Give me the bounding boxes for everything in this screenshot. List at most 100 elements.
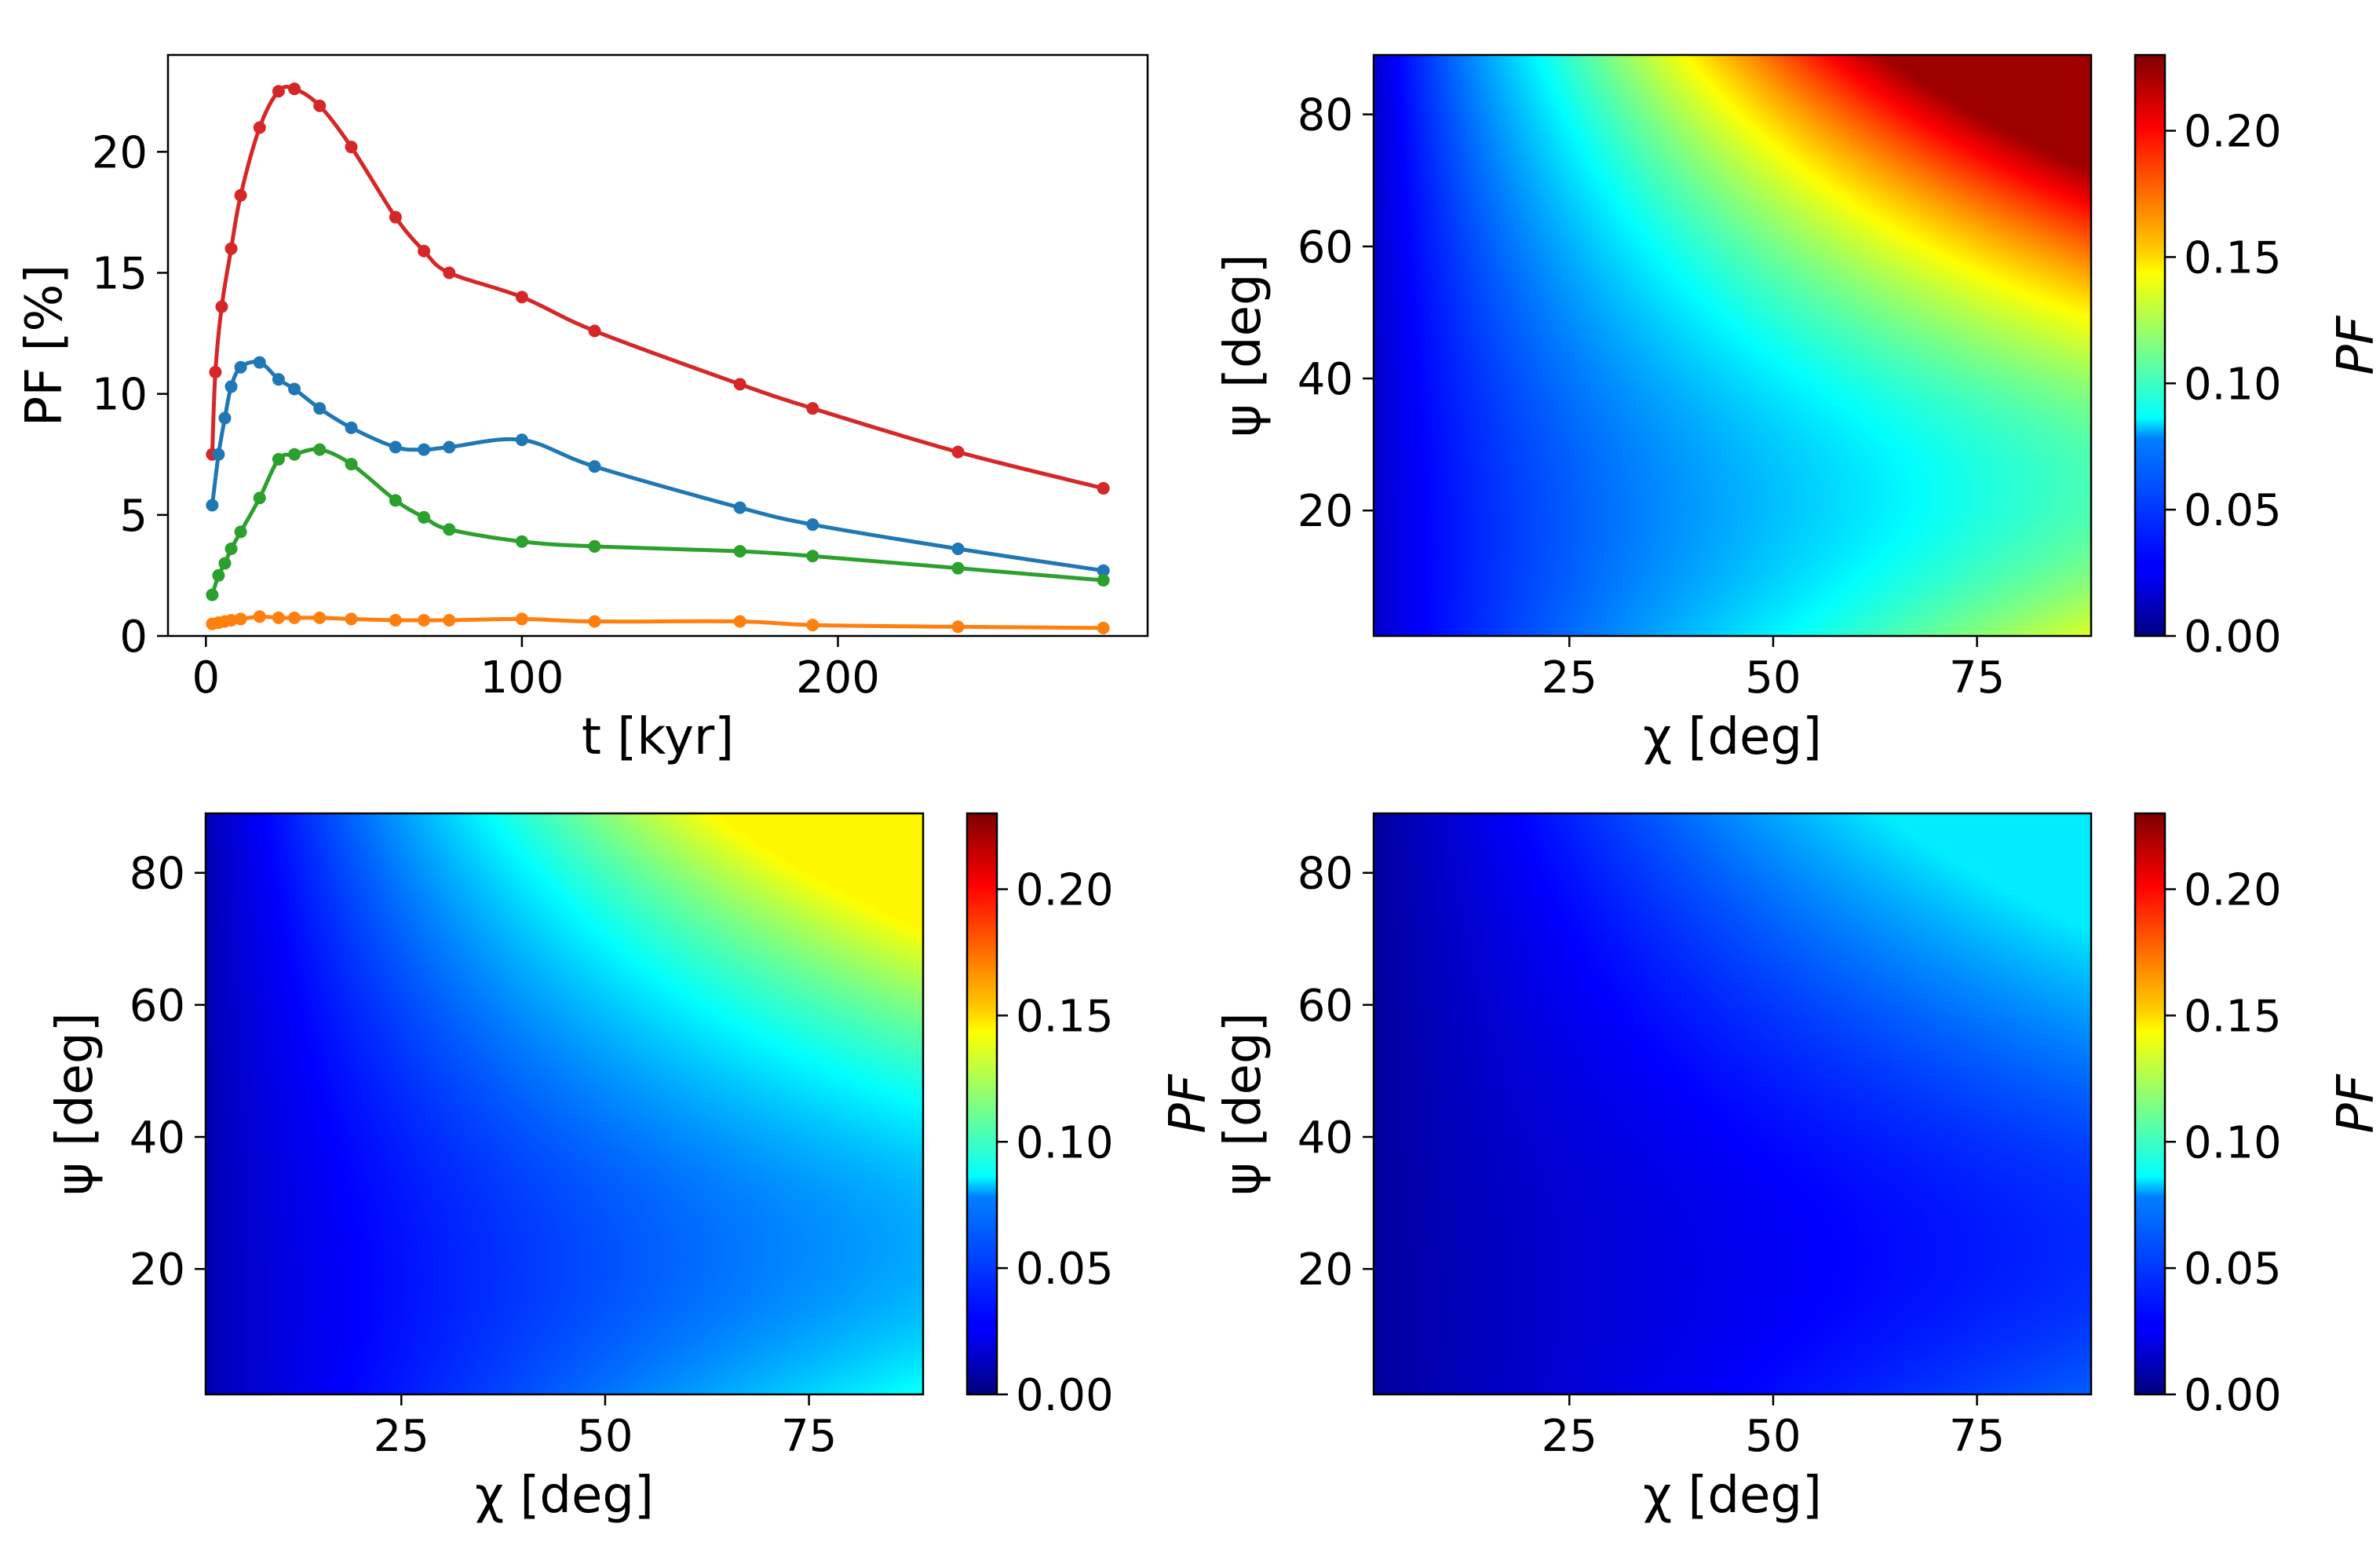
data-point	[272, 611, 285, 624]
y-tick-label: 60	[130, 981, 185, 1032]
y-tick-label: 40	[1298, 1113, 1353, 1164]
series-blue	[206, 356, 1110, 577]
data-point	[313, 402, 327, 415]
y-tick-label: 80	[1298, 849, 1353, 900]
series-red	[206, 82, 1110, 495]
colorbar-tick-label: 0.05	[2184, 485, 2282, 536]
data-point	[313, 99, 327, 112]
y-axis-label: ψ [deg]	[1214, 1012, 1272, 1195]
data-point	[443, 613, 456, 627]
data-point	[272, 373, 285, 386]
data-point	[234, 360, 247, 374]
x-tick-label: 50	[1745, 652, 1801, 703]
y-tick-label: 5	[119, 491, 148, 542]
heatmap-panel-bottom-right: 25 50 75 20 40 60 80 χ [deg] ψ [deg] 0.00 0.05 0.10…	[1214, 812, 2380, 1525]
y-tick-label: 40	[1298, 354, 1353, 405]
x-axis-label: χ [deg]	[1643, 708, 1822, 766]
data-point	[733, 545, 746, 558]
series-green	[206, 443, 1110, 601]
colorbar	[2134, 53, 2166, 638]
colorbar-label: PF	[2327, 315, 2380, 375]
data-point	[272, 452, 285, 466]
y-tick-label: 60	[1298, 981, 1353, 1032]
data-point	[206, 588, 219, 601]
y-tick-label: 20	[130, 1244, 185, 1295]
colorbar-tick-label: 0.10	[2184, 1117, 2282, 1168]
data-point	[272, 85, 285, 98]
data-point	[389, 613, 402, 627]
data-point	[1097, 621, 1110, 634]
y-axis-label: ψ [deg]	[1214, 254, 1272, 437]
data-point	[234, 612, 247, 626]
heatmap-panel-bottom-left: 25 50 75 20 40 60 80 χ [deg] ψ [deg] 0.00 0.05 0.10…	[46, 812, 1217, 1525]
line-chart-panel: 0 100 200 0 5 10 15 20 t [kyr] PF [%]	[16, 53, 1149, 766]
y-tick-label: 0	[119, 612, 148, 663]
y-axis-label: ψ [deg]	[46, 1012, 104, 1195]
x-tick-label: 50	[577, 1411, 633, 1462]
data-point	[588, 539, 601, 553]
y-tick-label: 10	[92, 370, 148, 421]
y-tick-label: 15	[92, 249, 148, 300]
data-point	[288, 448, 301, 461]
data-point	[206, 499, 219, 512]
data-point	[418, 443, 431, 456]
data-point	[224, 613, 238, 627]
x-tick-label: 50	[1745, 1411, 1801, 1462]
data-point	[288, 82, 301, 96]
x-axis-label: χ [deg]	[1643, 1467, 1822, 1525]
heatmap-image	[1374, 55, 2091, 636]
x-tick-label: 0	[192, 652, 220, 703]
data-point	[418, 244, 431, 258]
data-point	[588, 324, 601, 338]
data-point	[1097, 481, 1110, 495]
plot-frame	[1372, 53, 2093, 638]
colorbar-tick-label: 0.10	[1016, 1117, 1114, 1168]
colorbar-tick-label: 0.00	[2184, 1370, 2282, 1421]
data-point	[951, 620, 965, 634]
y-tick-label: 80	[1298, 90, 1353, 141]
heatmap-panel-top-right: 25 50 75 20 40 60 80 χ [deg] ψ [deg] 0.00 0.05 0.10…	[1214, 53, 2380, 766]
plot-frame	[204, 812, 925, 1396]
data-point	[253, 121, 266, 134]
x-tick-label: 25	[1542, 652, 1597, 703]
data-point	[806, 402, 819, 415]
x-tick-label: 25	[1542, 1411, 1597, 1462]
data-point	[806, 550, 819, 563]
colorbar-tick-label: 0.05	[1016, 1244, 1114, 1295]
series-orange	[206, 610, 1110, 634]
data-point	[209, 365, 222, 378]
data-point	[345, 141, 358, 154]
data-point	[253, 491, 266, 505]
data-point	[224, 242, 238, 255]
data-point	[443, 523, 456, 536]
data-point	[218, 411, 232, 425]
data-point	[418, 510, 431, 524]
data-point	[806, 518, 819, 532]
data-point	[253, 610, 266, 623]
y-tick-label: 80	[130, 849, 185, 900]
data-point	[951, 543, 965, 555]
data-point	[951, 561, 965, 575]
colorbar-tick-label: 0.05	[2184, 1244, 2282, 1295]
colorbar	[2134, 812, 2166, 1396]
y-tick-label: 60	[1298, 222, 1353, 273]
data-point	[313, 443, 327, 456]
colorbar	[966, 812, 998, 1396]
colorbar-tick-label: 0.20	[2184, 865, 2282, 916]
data-point	[224, 543, 238, 555]
colorbar-tick-label: 0.15	[2184, 232, 2282, 283]
x-axis-label: t [kyr]	[582, 708, 734, 766]
data-point	[389, 210, 402, 224]
data-point	[515, 612, 528, 626]
y-axis-label: PF [%]	[16, 265, 74, 427]
data-point	[234, 188, 247, 202]
data-point	[389, 494, 402, 507]
colorbar-tick-label: 0.15	[2184, 991, 2282, 1042]
colorbar-tick-label: 0.10	[2184, 359, 2282, 410]
x-tick-label: 75	[781, 1411, 837, 1462]
data-point	[224, 380, 238, 393]
data-point	[389, 440, 402, 454]
data-point	[345, 612, 358, 626]
data-point	[733, 378, 746, 391]
